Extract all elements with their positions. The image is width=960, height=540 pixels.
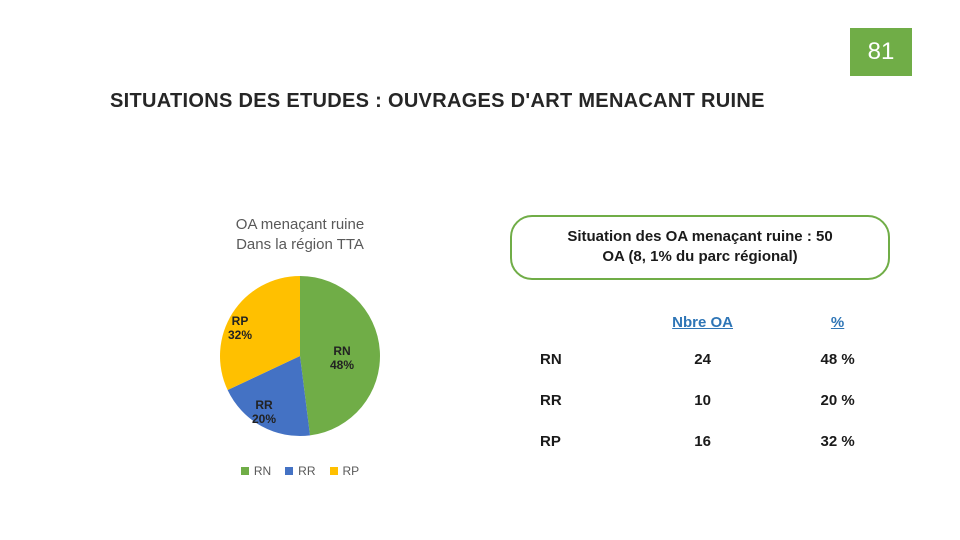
row-count: 24 (620, 339, 785, 380)
pie-chart: RN 48% RR 20% RP 32% (210, 266, 390, 446)
row-label: RN (510, 339, 620, 380)
row-label: RR (510, 380, 620, 421)
row-count: 10 (620, 380, 785, 421)
table-row: RP 16 32 % (510, 421, 890, 462)
legend-item-rn: RN (241, 464, 271, 478)
table-row: RR 10 20 % (510, 380, 890, 421)
page-number: 81 (868, 38, 895, 66)
chart-panel: OA menaçant ruine Dans la région TTA RN … (150, 215, 450, 478)
chart-title-line1: OA menaçant ruine (236, 216, 364, 233)
page-number-badge: 81 (850, 28, 912, 76)
row-label: RP (510, 421, 620, 462)
legend-item-rp: RP (330, 464, 360, 478)
row-count: 16 (620, 421, 785, 462)
info-line2: OA (8, 1% du parc régional) (602, 248, 797, 265)
row-pct: 48 % (785, 339, 890, 380)
table-header-row: . Nbre OA % (510, 306, 890, 339)
table-header-pct: % (785, 306, 890, 339)
legend-swatch-rp (330, 467, 338, 475)
chart-title-line2: Dans la région TTA (236, 236, 364, 253)
data-table: . Nbre OA % RN 24 48 % RR 10 20 % RP (510, 306, 890, 462)
info-panel: Situation des OA menaçant ruine : 50 OA … (510, 215, 890, 462)
info-line1: Situation des OA menaçant ruine : 50 (567, 228, 832, 245)
legend-swatch-rr (285, 467, 293, 475)
row-pct: 20 % (785, 380, 890, 421)
info-bubble: Situation des OA menaçant ruine : 50 OA … (510, 215, 890, 280)
legend-item-rr: RR (285, 464, 315, 478)
legend-label-rp: RP (343, 464, 360, 478)
chart-legend: RN RR RP (150, 464, 450, 478)
slide: 81 SITUATIONS DES ETUDES : OUVRAGES D'AR… (0, 0, 960, 540)
row-pct: 32 % (785, 421, 890, 462)
chart-title: OA menaçant ruine Dans la région TTA (150, 215, 450, 256)
table-header-count: Nbre OA (620, 306, 785, 339)
legend-swatch-rn (241, 467, 249, 475)
pie-svg (210, 266, 390, 446)
legend-label-rr: RR (298, 464, 315, 478)
legend-label-rn: RN (254, 464, 271, 478)
pie-slice-rn (300, 276, 380, 435)
table-row: RN 24 48 % (510, 339, 890, 380)
slide-title: SITUATIONS DES ETUDES : OUVRAGES D'ART M… (110, 90, 765, 113)
